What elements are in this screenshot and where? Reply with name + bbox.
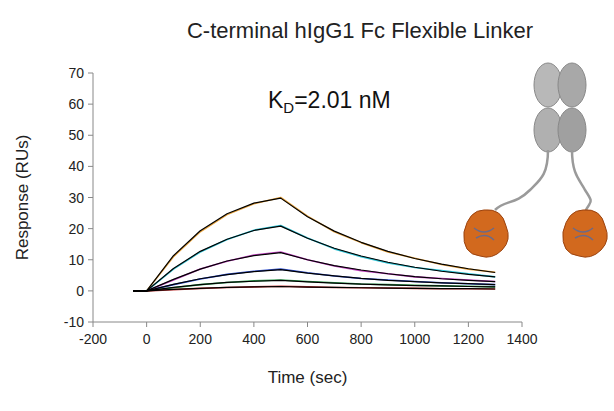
- y-tick: [88, 259, 93, 260]
- y-tick: [88, 197, 93, 198]
- x-tick-label: -200: [79, 331, 107, 347]
- x-tick: [253, 322, 254, 327]
- y-tick: [88, 73, 93, 74]
- series-line: [133, 226, 495, 291]
- annotation-rest: =2.01 nM: [294, 87, 391, 113]
- x-tick: [307, 322, 308, 327]
- y-tick: [88, 228, 93, 229]
- icon-protein-detail: [573, 228, 593, 240]
- y-tick-label: 40: [68, 158, 84, 174]
- y-tick-label: 20: [68, 221, 84, 237]
- series-line: [133, 270, 495, 291]
- x-tick: [200, 322, 201, 327]
- title: C-terminal hIgG1 Fc Flexible Linker: [187, 18, 533, 43]
- series-line: [133, 253, 495, 291]
- y-tick-label: 10: [68, 252, 84, 268]
- series-line: [133, 198, 495, 291]
- series-line: [133, 198, 495, 291]
- icon-linker: [572, 150, 591, 212]
- series-line: [133, 287, 495, 291]
- icon-linker: [495, 150, 548, 210]
- icon-protein: [464, 210, 508, 257]
- icon-part: [558, 108, 586, 152]
- x-tick-label: 1400: [506, 331, 537, 347]
- x-tick-label: 800: [349, 331, 373, 347]
- x-tick-label: 1000: [399, 331, 430, 347]
- x-axis-title: Time (sec): [268, 368, 348, 387]
- plot-area: [133, 198, 495, 291]
- x-tick: [93, 322, 94, 327]
- y-tick-label: 60: [68, 96, 84, 112]
- x-tick-label: 400: [242, 331, 266, 347]
- y-tick: [88, 166, 93, 167]
- y-tick: [88, 322, 93, 323]
- chart: C-terminal hIgG1 Fc Flexible Linker -10 0 1…: [0, 0, 614, 411]
- icon-protein: [563, 210, 607, 257]
- icon-protein-detail: [474, 228, 494, 240]
- series-line: [133, 286, 495, 291]
- x-tick-label: 1200: [453, 331, 484, 347]
- x-tick: [522, 322, 523, 327]
- annotation-subscript: D: [283, 99, 294, 116]
- y-tick-label: 0: [76, 283, 84, 299]
- y-tick: [88, 135, 93, 136]
- y-axis-title: Response (RUs): [13, 135, 32, 261]
- series-line: [133, 226, 495, 291]
- antibody-icon: [464, 63, 607, 257]
- x-tick: [361, 322, 362, 327]
- x-tick: [414, 322, 415, 327]
- x-tick: [146, 322, 147, 327]
- icon-part: [558, 63, 586, 107]
- y-tick-label: 30: [68, 190, 84, 206]
- series-line: [133, 280, 495, 291]
- y-tick-label: 70: [68, 65, 84, 81]
- x-tick: [468, 322, 469, 327]
- series-line: [133, 269, 495, 291]
- x-tick-label: 0: [143, 331, 151, 347]
- y-tick-label: -10: [64, 314, 84, 330]
- annotation: KD=2.01 nM: [268, 87, 391, 116]
- y-tick-label: 50: [68, 127, 84, 143]
- x-tick-label: 200: [189, 331, 213, 347]
- y-tick: [88, 104, 93, 105]
- annotation-main: K: [268, 87, 284, 113]
- y-tick: [88, 290, 93, 291]
- x-tick-label: 600: [296, 331, 320, 347]
